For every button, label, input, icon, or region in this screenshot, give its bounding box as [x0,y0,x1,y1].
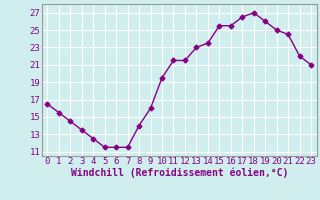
X-axis label: Windchill (Refroidissement éolien,°C): Windchill (Refroidissement éolien,°C) [70,168,288,178]
